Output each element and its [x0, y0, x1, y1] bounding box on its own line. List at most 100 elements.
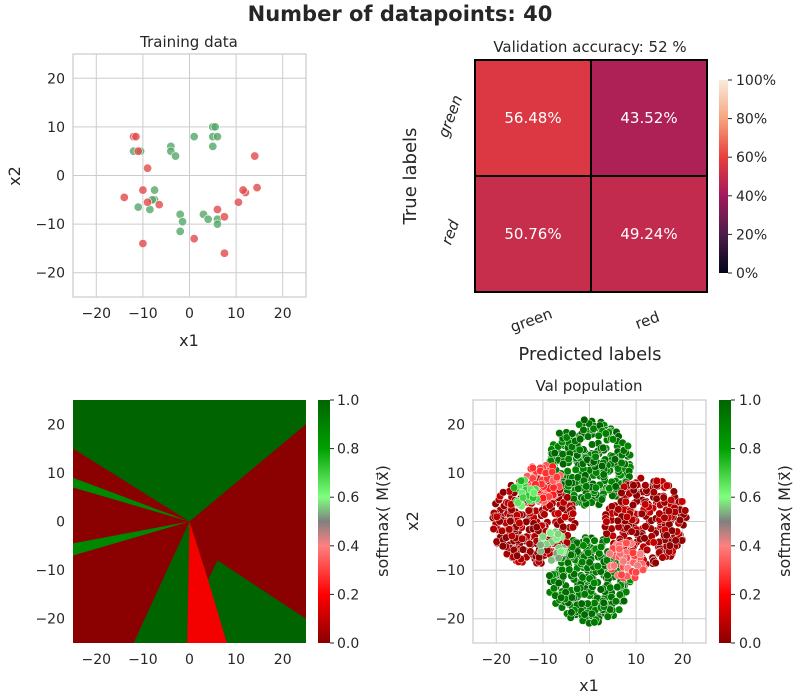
- val-point: [571, 465, 580, 474]
- val-point: [596, 585, 605, 594]
- val-point: [662, 531, 671, 540]
- val-point: [580, 415, 589, 424]
- val-point: [498, 542, 507, 551]
- x-tick-label: 10: [627, 652, 645, 668]
- confusion-colorbar: [719, 80, 728, 273]
- val-point: [619, 557, 628, 566]
- confusion-x-tick-label: red: [633, 308, 662, 333]
- confusion-y-tick-label: green: [434, 93, 466, 140]
- val-point: [564, 455, 573, 464]
- confusion-cell-value: 56.48%: [504, 109, 561, 127]
- val-point: [582, 482, 591, 491]
- y-tick-label: 10: [447, 466, 465, 482]
- y-tick-label: 20: [47, 417, 65, 433]
- val-point: [573, 584, 582, 593]
- training-point: [212, 205, 222, 215]
- val-point: [515, 518, 524, 528]
- x-tick-label: 0: [185, 652, 194, 668]
- confusion-x-tick-label: green: [508, 304, 555, 336]
- val-point: [513, 551, 522, 560]
- confusion-cell-value: 43.52%: [620, 109, 677, 127]
- val-point: [568, 523, 577, 532]
- training-ylabel: x2: [5, 166, 24, 186]
- val-point: [597, 542, 606, 551]
- y-tick-label: −10: [35, 217, 65, 233]
- val-point: [651, 558, 660, 567]
- training-ticks: −20 −10 0 10 20 −20 −10 0 10 20: [35, 71, 291, 322]
- val-point: [594, 431, 603, 440]
- confusion-xlabel: Predicted labels: [518, 344, 661, 365]
- val-point: [628, 548, 637, 557]
- colorbar-tick-label: 20%: [736, 227, 767, 243]
- val-xlabel: x1: [579, 676, 599, 695]
- val-point: [615, 544, 624, 553]
- val-point: [549, 483, 558, 492]
- training-point: [250, 151, 260, 161]
- val-point: [649, 538, 658, 547]
- val-population-panel: Val population −20 −10 0 10 20 −20 −10 0 10 20 x1…: [403, 377, 794, 695]
- val-point: [584, 432, 593, 441]
- val-point: [575, 420, 584, 429]
- val-ylabel: x2: [403, 511, 422, 531]
- training-data-title: Training data: [139, 33, 238, 51]
- x-tick-label: 20: [274, 652, 292, 668]
- val-point: [584, 548, 593, 557]
- training-point: [178, 217, 188, 227]
- training-point: [189, 234, 199, 244]
- colorbar-tick-label: 0%: [736, 266, 758, 282]
- training-point: [138, 185, 148, 195]
- val-point: [608, 435, 618, 444]
- training-point: [219, 248, 229, 258]
- training-point: [150, 185, 160, 195]
- val-point: [665, 541, 674, 550]
- val-point: [599, 470, 608, 479]
- val-point: [605, 549, 614, 558]
- val-point: [538, 532, 548, 541]
- val-point: [681, 506, 690, 515]
- val-point: [643, 545, 652, 554]
- val-point: [669, 487, 678, 496]
- confusion-y-tick-label: red: [438, 217, 464, 247]
- val-point: [532, 523, 541, 532]
- val-point: [622, 538, 631, 548]
- y-tick-label: −20: [35, 612, 65, 628]
- val-point: [664, 507, 673, 516]
- colorbar-tick-label: 0.2: [337, 587, 359, 603]
- val-point: [631, 568, 641, 577]
- colorbar-tick-label: 0.2: [739, 587, 761, 603]
- colorbar-tick-label: 0.8: [337, 442, 359, 458]
- val-point: [641, 481, 650, 490]
- val-point: [514, 498, 523, 507]
- y-tick-label: 0: [56, 169, 65, 185]
- val-point: [568, 509, 578, 518]
- val-point: [559, 522, 568, 531]
- training-point: [233, 197, 243, 207]
- x-tick-label: 0: [585, 652, 594, 668]
- training-point: [175, 226, 185, 236]
- training-point: [138, 239, 148, 249]
- x-tick-label: −20: [482, 652, 512, 668]
- colorbar-tick-label: 100%: [736, 73, 776, 89]
- x-tick-label: −20: [82, 306, 112, 322]
- training-point: [238, 185, 248, 195]
- x-tick-label: 20: [674, 652, 692, 668]
- val-point: [610, 561, 619, 570]
- training-point: [219, 212, 229, 222]
- x-tick-label: 10: [227, 306, 245, 322]
- colorbar-tick-label: 1.0: [337, 393, 359, 409]
- val-point: [554, 553, 563, 563]
- x-tick-label: 20: [274, 306, 292, 322]
- colorbar-tick-label: 0.0: [739, 636, 761, 652]
- val-point: [602, 529, 611, 538]
- val-point: [611, 482, 620, 491]
- val-point: [506, 517, 515, 526]
- confusion-matrix-panel: Validation accuracy: 52 % 56.48% 43.52% 50…: [400, 38, 776, 365]
- val-point: [559, 460, 568, 469]
- figure-suptitle: Number of datapoints: 40: [248, 2, 553, 26]
- val-point: [660, 513, 669, 522]
- val-point: [552, 473, 561, 482]
- val-point: [589, 424, 598, 433]
- val-point: [565, 565, 574, 574]
- val-point: [557, 565, 567, 574]
